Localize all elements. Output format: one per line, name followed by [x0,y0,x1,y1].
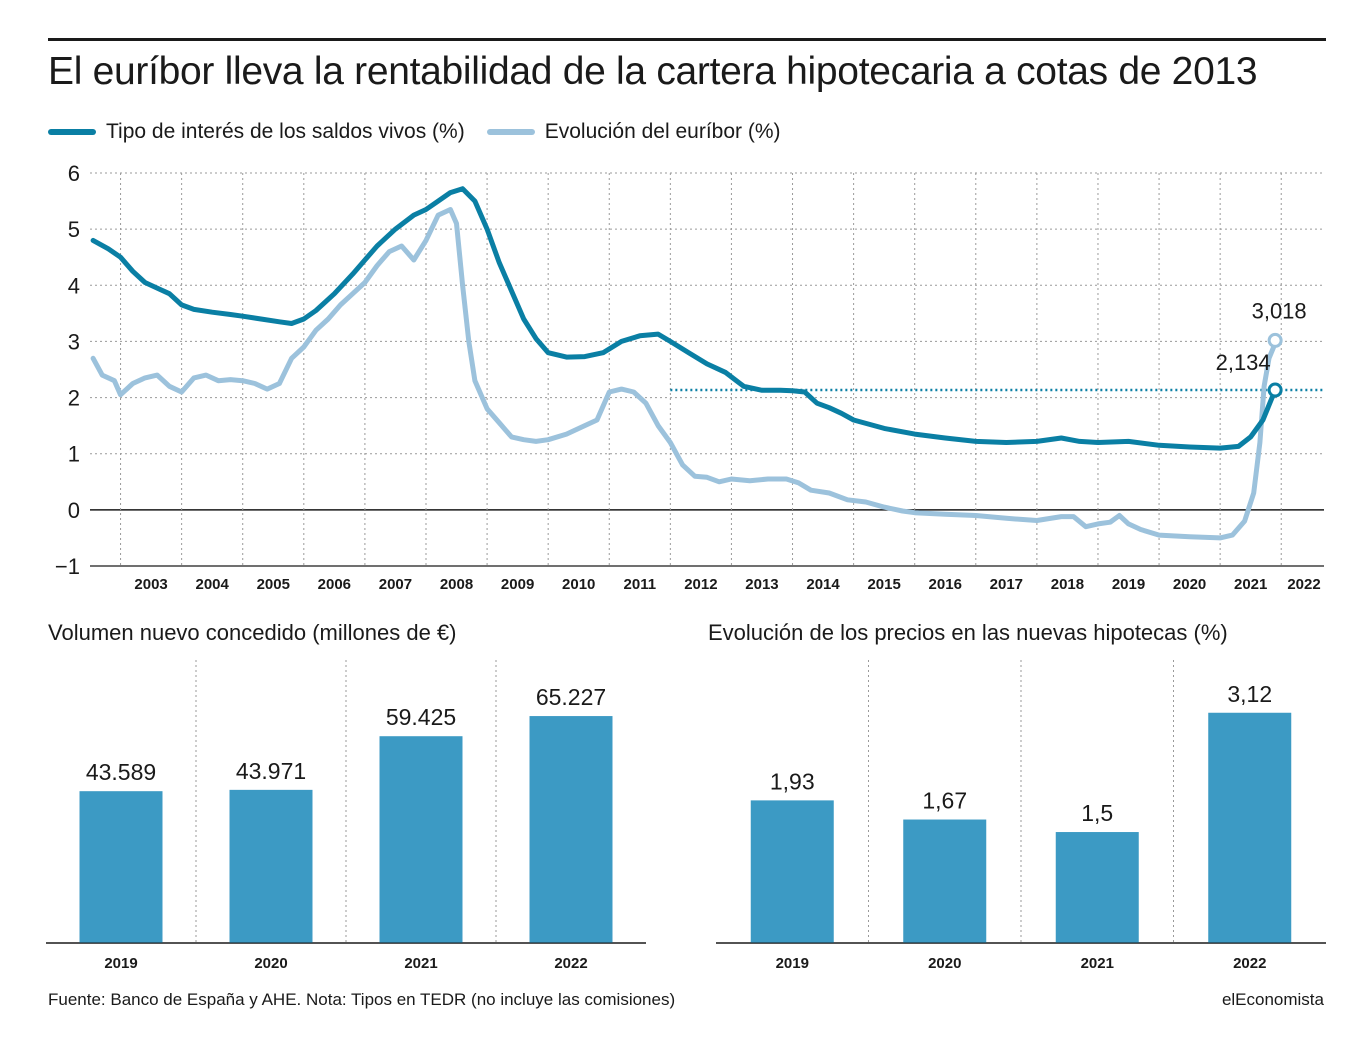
legend-swatch-euribor [486,129,535,135]
volume-bar [379,736,463,943]
saldos-end-marker [1267,382,1283,398]
prices-bar-label: 1,5 [1081,800,1113,826]
y-tick-label: 1 [68,442,80,467]
prices-panel-title: Evolución de los precios en las nuevas h… [708,620,1228,645]
x-tick-label: 2016 [929,576,962,593]
volume-category-label: 2022 [554,955,587,972]
y-tick-label: 5 [68,217,80,242]
saldos-vivos-line [90,186,1279,451]
prices-bar [750,800,834,943]
volume-bar-label: 43.971 [236,758,306,784]
prices-category-label: 2019 [776,955,809,972]
volume-bar [529,716,613,943]
x-tick-label: 2020 [1173,576,1206,593]
volume-bar-label: 43.589 [86,759,156,785]
volume-bar [229,789,313,943]
euribor-end-marker [1267,332,1283,348]
legend: Tipo de interés de los saldos vivos (%) … [48,117,803,147]
saldos-end-label: 2,134 [1216,350,1271,375]
y-tick-label: 0 [68,498,80,523]
x-tick-label: 2017 [990,576,1023,593]
x-tick-label: 2012 [684,576,717,593]
x-tick-label: 2006 [318,576,351,593]
y-tick-label: 2 [68,386,80,411]
prices-category-label: 2020 [928,955,961,972]
volume-bar [79,791,163,943]
y-tick-label: 3 [68,329,80,354]
prices-bar-label: 3,12 [1227,681,1272,707]
legend-item-saldos: Tipo de interés de los saldos vivos (%) [48,120,465,144]
x-tick-label: 2009 [501,576,534,593]
volume-panel-title: Volumen nuevo concedido (millones de €) [48,620,457,645]
x-tick-label: 2014 [806,576,840,593]
top-rule [48,38,1326,41]
x-tick-label: 2021 [1234,576,1267,593]
x-tick-label: 2010 [562,576,595,593]
x-tick-label: 2011 [624,576,657,593]
footer-brand: elEconomista [1221,990,1324,1009]
volume-category-label: 2019 [104,955,137,972]
prices-category-label: 2022 [1233,955,1266,972]
prices-bar [903,819,987,943]
y-tick-label: 6 [68,161,80,186]
x-tick-label: 2004 [195,576,229,593]
x-tick-label: 2013 [745,576,778,593]
x-tick-label: 2022 [1287,576,1320,593]
footer-source: Fuente: Banco de España y AHE. Nota: Tip… [48,990,676,1009]
legend-swatch-saldos [48,129,96,135]
x-tick-label: 2008 [440,576,473,593]
x-tick-label: 2015 [867,576,900,593]
prices-bar [1208,712,1292,943]
legend-item-euribor: Evolución del euríbor (%) [486,120,781,144]
volume-bar-label: 65.227 [536,684,606,710]
euribor-line [90,207,1279,541]
x-tick-label: 2019 [1112,576,1145,593]
volume-category-label: 2020 [254,955,287,972]
volume-bar-label: 59.425 [386,704,456,730]
prices-category-label: 2021 [1081,955,1114,972]
legend-label-saldos: Tipo de interés de los saldos vivos (%) [106,120,465,143]
x-tick-label: 2005 [257,576,290,593]
y-tick-label: 4 [68,273,80,298]
prices-bar [1055,832,1139,943]
y-tick-label: −1 [55,554,80,579]
prices-bar-label: 1,67 [922,788,967,814]
x-tick-label: 2018 [1051,576,1084,593]
legend-label-euribor: Evolución del euríbor (%) [544,120,781,143]
volume-category-label: 2021 [404,955,437,972]
x-tick-label: 2003 [134,576,167,593]
euribor-end-label: 3,018 [1252,298,1307,323]
chart-title: El euríbor lleva la rentabilidad de la c… [48,50,1258,93]
x-tick-label: 2007 [379,576,412,593]
prices-bar-label: 1,93 [770,768,815,794]
